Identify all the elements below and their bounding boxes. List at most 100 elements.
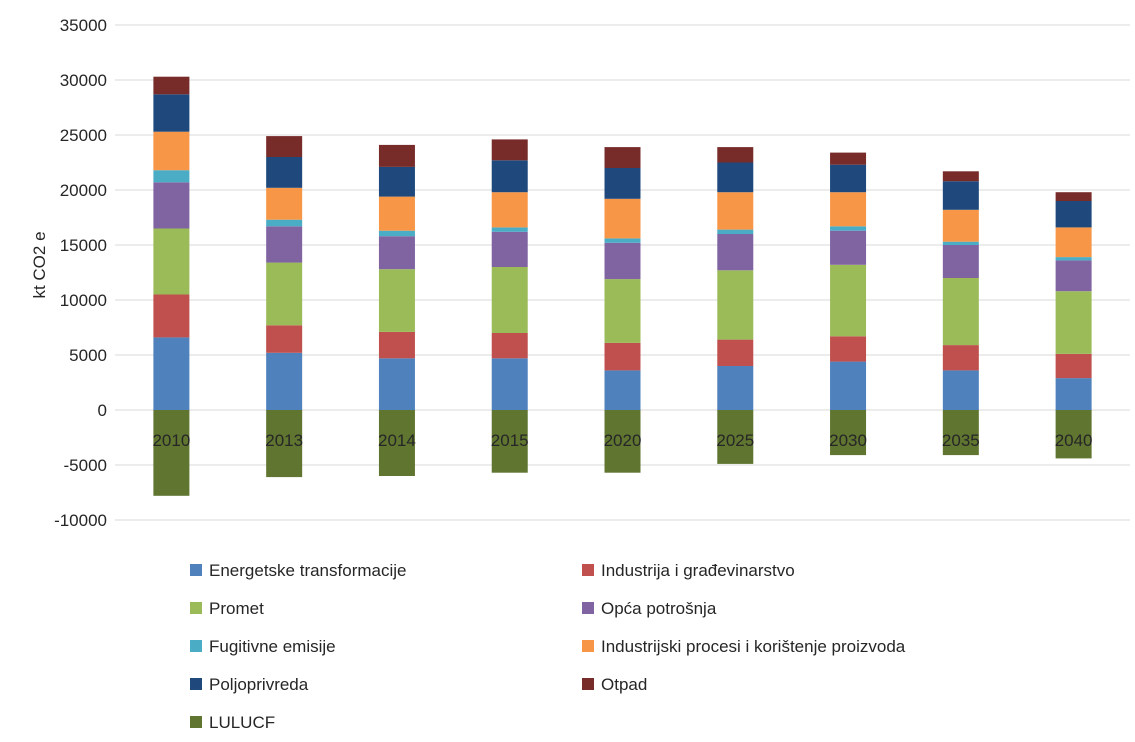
bar-segment bbox=[1055, 410, 1092, 459]
y-axis-title: kt CO2 e bbox=[30, 231, 49, 298]
bar-segment bbox=[491, 139, 528, 161]
bar-segment bbox=[717, 192, 754, 230]
y-tick-label: 35000 bbox=[60, 16, 107, 35]
bar-segment bbox=[830, 192, 867, 227]
bar-segment bbox=[604, 342, 641, 371]
bar-segment bbox=[153, 94, 190, 132]
bar-segment bbox=[266, 325, 303, 353]
bar-segment bbox=[378, 230, 415, 237]
bar-segment bbox=[266, 410, 303, 478]
bar-segment bbox=[604, 410, 641, 473]
bar-segment bbox=[1055, 192, 1092, 201]
x-tick-label: 2014 bbox=[378, 431, 416, 450]
bar-segment bbox=[1055, 260, 1092, 292]
bar-segment bbox=[491, 231, 528, 267]
y-tick-label: 5000 bbox=[69, 346, 107, 365]
x-tick-label: 2015 bbox=[491, 431, 529, 450]
bar-segment bbox=[378, 331, 415, 359]
legend-label: Opća potrošnja bbox=[601, 599, 717, 618]
bar-segment bbox=[266, 219, 303, 227]
bar-segment bbox=[942, 278, 979, 346]
bar-segment bbox=[153, 131, 190, 171]
bar-segment bbox=[266, 136, 303, 157]
legend-label: Poljoprivreda bbox=[209, 675, 309, 694]
bar-segment bbox=[717, 410, 754, 464]
bar-segment bbox=[1055, 201, 1092, 228]
bar-segment bbox=[717, 366, 754, 410]
bar-segment bbox=[830, 410, 867, 456]
bar-segment bbox=[942, 370, 979, 410]
bar-segment bbox=[491, 192, 528, 228]
bar-segment bbox=[717, 270, 754, 340]
bar-segment bbox=[830, 164, 867, 193]
legend-swatch bbox=[582, 678, 594, 690]
bar-segment bbox=[491, 227, 528, 232]
bar-segment bbox=[604, 242, 641, 280]
bar-segment bbox=[942, 245, 979, 278]
y-tick-label: 25000 bbox=[60, 126, 107, 145]
bar-segment bbox=[491, 160, 528, 193]
bar-segment bbox=[378, 358, 415, 410]
bar-segment bbox=[378, 196, 415, 231]
x-tick-label: 2035 bbox=[942, 431, 980, 450]
bar-segment bbox=[378, 269, 415, 332]
bar-segment bbox=[830, 336, 867, 362]
legend-swatch bbox=[582, 602, 594, 614]
bar-segment bbox=[378, 236, 415, 270]
bar-segment bbox=[942, 171, 979, 182]
bar-segment bbox=[942, 241, 979, 245]
bar-segment bbox=[153, 294, 190, 338]
bar-segment bbox=[1055, 291, 1092, 354]
bar-segment bbox=[830, 264, 867, 337]
legend-swatch bbox=[190, 640, 202, 652]
bar-segment bbox=[491, 333, 528, 359]
bar-segment bbox=[378, 144, 415, 167]
x-tick-label: 2013 bbox=[265, 431, 303, 450]
bar-segment bbox=[153, 76, 190, 95]
bar-segment bbox=[717, 339, 754, 366]
x-tick-label: 2030 bbox=[829, 431, 867, 450]
x-axis-tick-labels: 2010 2013 2014 2015 2020 2025 2030 2035 2040 bbox=[152, 431, 1092, 450]
legend-swatch bbox=[190, 564, 202, 576]
bar-segment bbox=[604, 238, 641, 243]
y-tick-label: 30000 bbox=[60, 71, 107, 90]
bar-segment bbox=[1055, 227, 1092, 258]
bar-segment bbox=[604, 198, 641, 239]
bar-segment bbox=[830, 361, 867, 410]
bar-segment bbox=[153, 410, 190, 496]
legend-label: Otpad bbox=[601, 675, 647, 694]
bar-segment bbox=[153, 228, 190, 295]
bar-segment bbox=[266, 352, 303, 410]
legend-label: Industrija i građevinarstvo bbox=[601, 561, 795, 580]
bar-segment bbox=[153, 170, 190, 183]
legend-swatch bbox=[190, 678, 202, 690]
bar-segment bbox=[717, 229, 754, 234]
bar-segment bbox=[1055, 378, 1092, 410]
bar-segment bbox=[717, 162, 754, 193]
bar-segment bbox=[604, 168, 641, 199]
bar-segment bbox=[942, 410, 979, 456]
legend-swatch bbox=[190, 716, 202, 728]
bar-segment bbox=[491, 410, 528, 473]
bar-segment bbox=[266, 226, 303, 263]
bar-segment bbox=[1055, 257, 1092, 261]
x-tick-label: 2040 bbox=[1055, 431, 1093, 450]
bar-segment bbox=[153, 337, 190, 410]
x-tick-label: 2025 bbox=[716, 431, 754, 450]
y-tick-label: -10000 bbox=[54, 511, 107, 530]
legend: Energetske transformacije Industrija i gr… bbox=[190, 561, 906, 732]
legend-label: Fugitivne emisije bbox=[209, 637, 336, 656]
legend-swatch bbox=[582, 564, 594, 576]
bar-segment bbox=[604, 370, 641, 410]
legend-swatch bbox=[582, 640, 594, 652]
bar-segment bbox=[491, 267, 528, 333]
bar-segment bbox=[266, 157, 303, 188]
legend-label: Industrijski procesi i korištenje proizv… bbox=[601, 637, 906, 656]
bar-segment bbox=[942, 345, 979, 371]
bar-segment bbox=[378, 410, 415, 476]
bar-segment bbox=[1055, 353, 1092, 379]
y-tick-label: 0 bbox=[98, 401, 107, 420]
bar-segment bbox=[604, 279, 641, 343]
y-tick-label: 10000 bbox=[60, 291, 107, 310]
